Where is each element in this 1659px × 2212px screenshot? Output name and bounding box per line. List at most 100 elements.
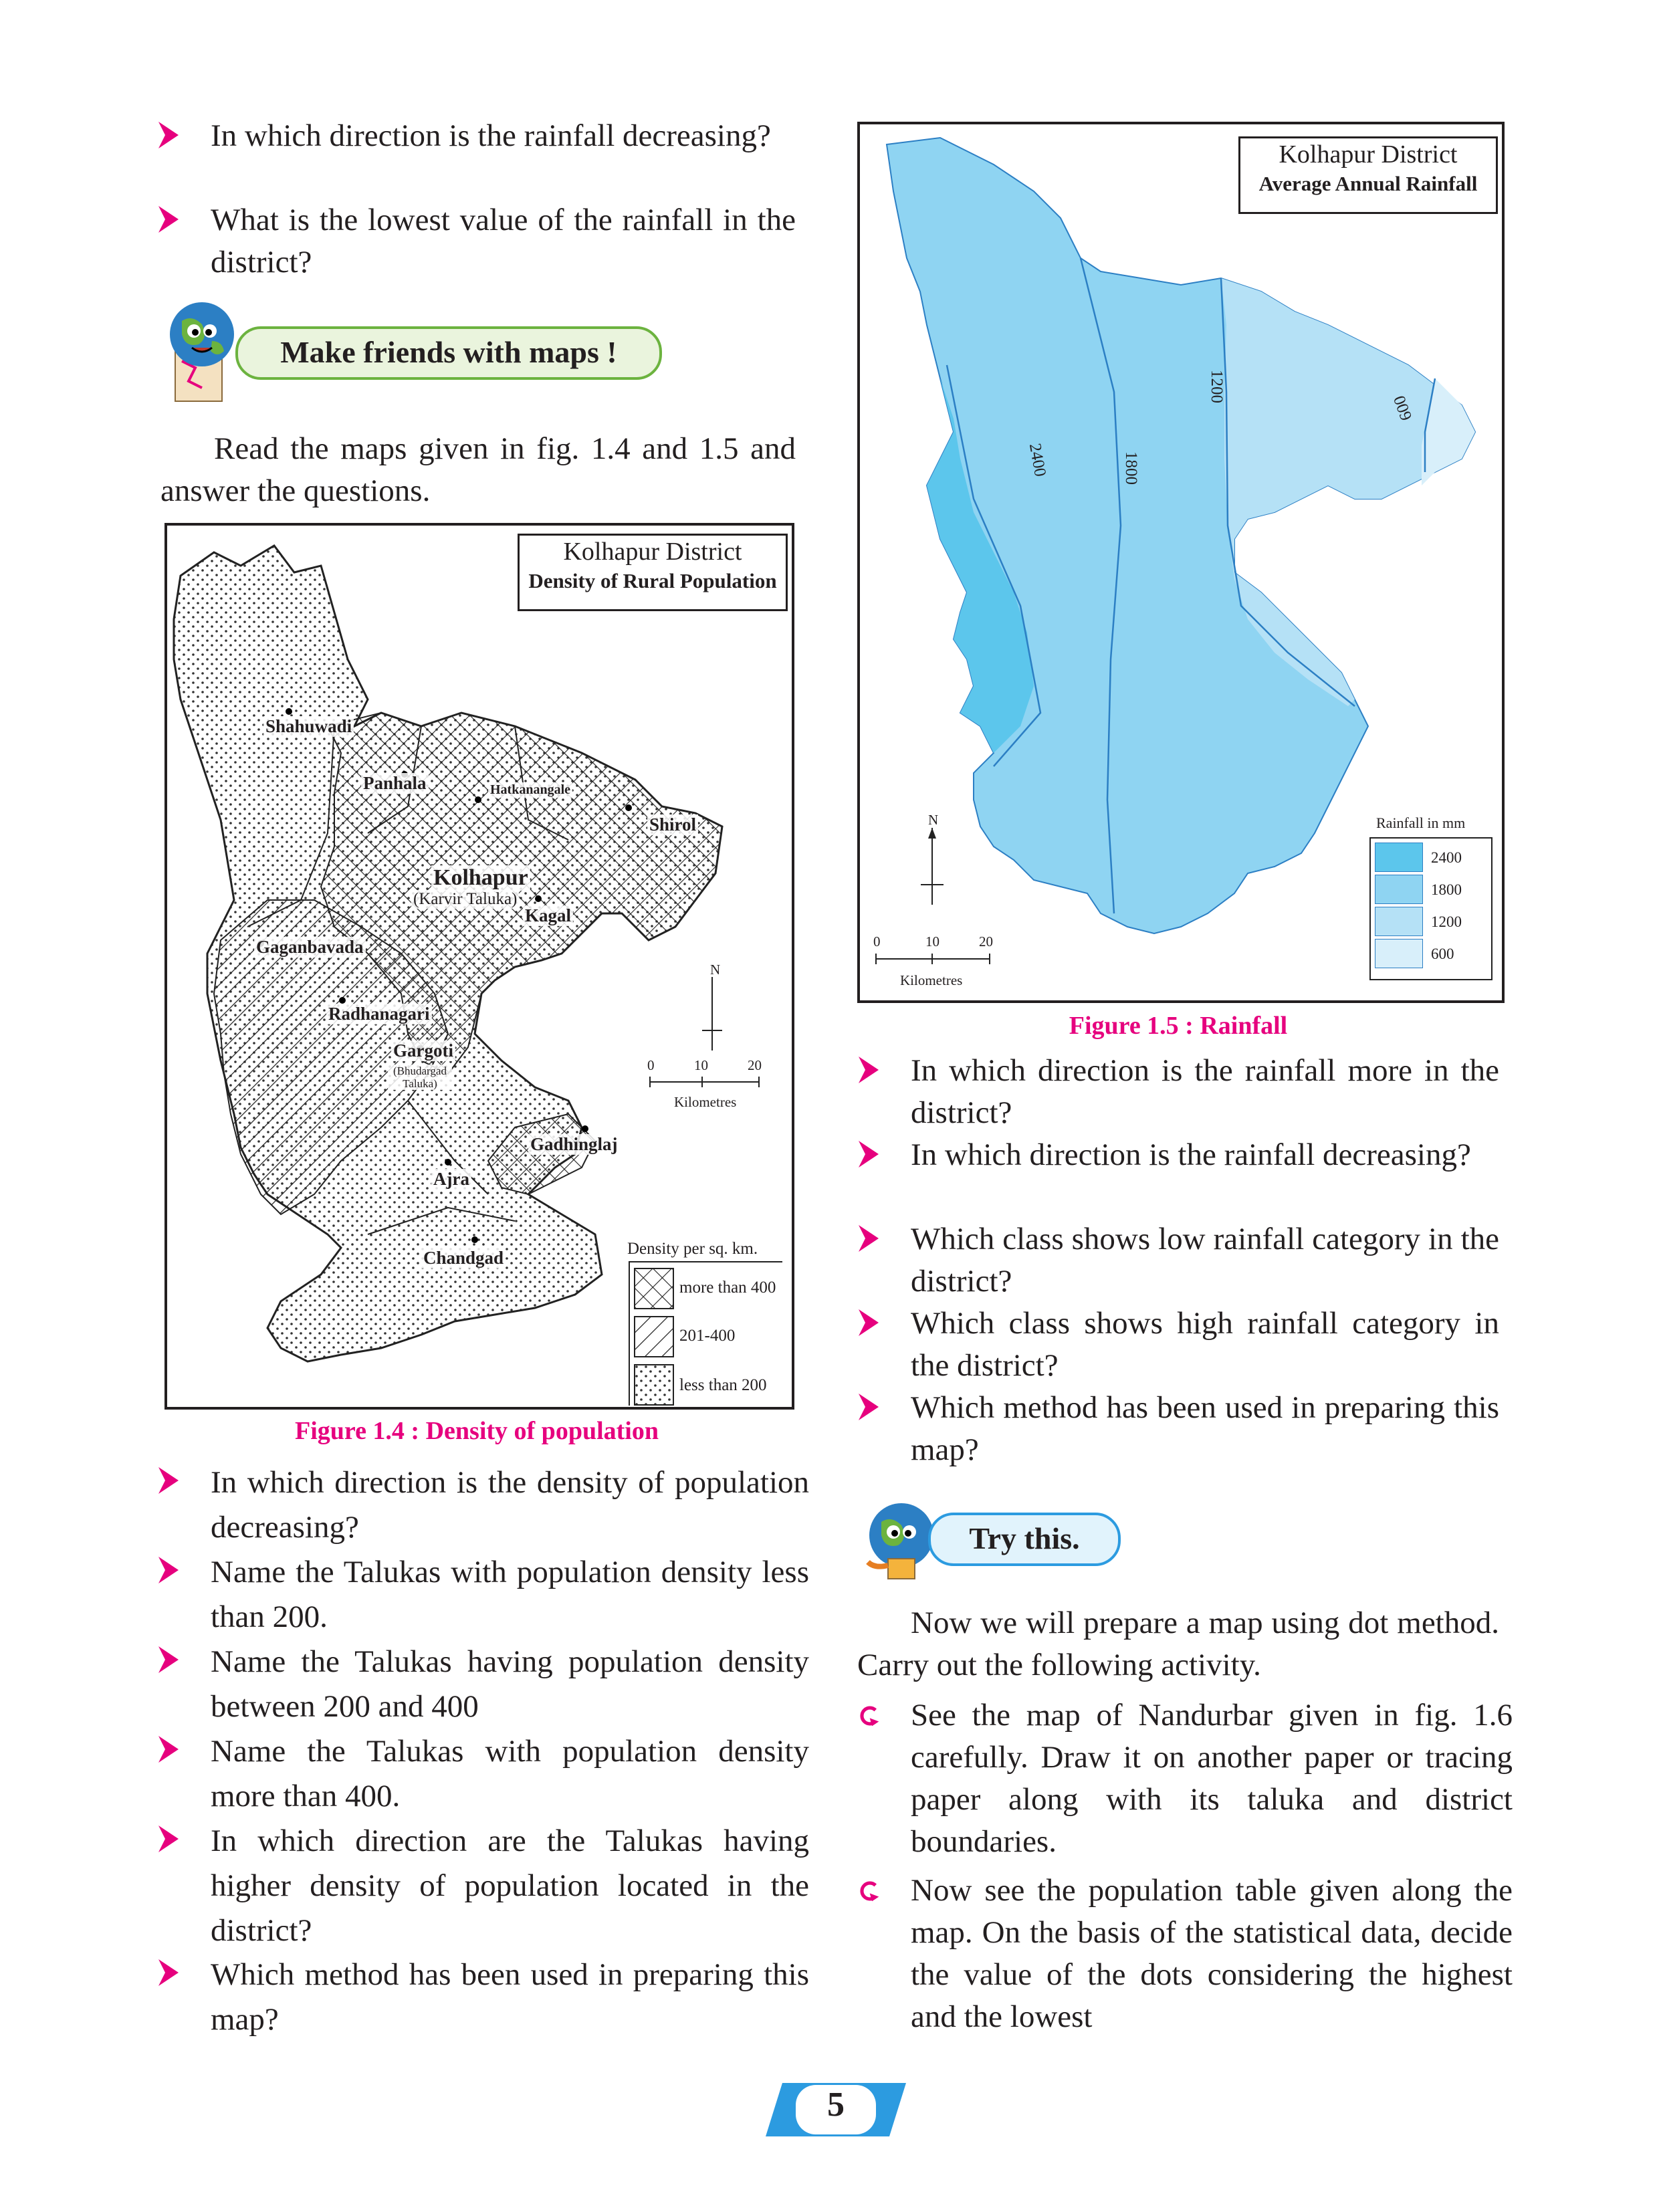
scale-unit: Kilometres bbox=[674, 1094, 737, 1110]
label-gaganbavada: Gaganbavada bbox=[254, 937, 366, 958]
bullet-arrow-icon bbox=[857, 1308, 880, 1337]
label-kolhapur: Kolhapur bbox=[431, 865, 530, 891]
map-title-subject: Density of Rural Population bbox=[528, 569, 777, 592]
rainfall-map: Kolhapur District Average Annual Rainfal… bbox=[857, 122, 1505, 1003]
legend-swatch-1200 bbox=[1375, 907, 1423, 936]
density-question-4: Name the Talukas with population density… bbox=[157, 1729, 809, 1819]
label-kagal: Kagal bbox=[523, 905, 574, 926]
bullet-arrow-icon bbox=[157, 1555, 180, 1585]
figure-1-4-caption: Figure 1.4 : Density of population bbox=[294, 1417, 659, 1445]
isohyet-label-1200: 1200 bbox=[1208, 370, 1226, 403]
density-question-2: Name the Talukas with population density… bbox=[157, 1550, 809, 1640]
rainfall-question-3: Which class shows low rainfall category … bbox=[857, 1218, 1499, 1303]
legend-swatch-2400 bbox=[1375, 843, 1423, 872]
legend-label-1800: 1800 bbox=[1431, 881, 1462, 898]
banner-title: Try this. bbox=[969, 1521, 1080, 1555]
legend-label-mid: 201-400 bbox=[679, 1327, 736, 1345]
legend-title: Density per sq. km. bbox=[627, 1240, 758, 1258]
label-ajra: Ajra bbox=[431, 1169, 471, 1190]
legend-swatch-low bbox=[634, 1364, 674, 1406]
globe-mascot-icon bbox=[866, 1503, 933, 1579]
north-label: N bbox=[710, 962, 721, 978]
legend-label-2400: 2400 bbox=[1431, 849, 1462, 866]
intro-question-1: In which direction is the rainfall decre… bbox=[157, 115, 796, 157]
bullet-arrow-icon bbox=[157, 120, 180, 150]
scale-bar bbox=[875, 954, 990, 964]
density-map-svg bbox=[173, 544, 724, 1363]
north-arrow-icon bbox=[702, 977, 722, 1050]
label-gargoti: Gargoti bbox=[391, 1040, 455, 1061]
bullet-arrow-icon bbox=[157, 205, 180, 234]
scale-tick-0: 0 bbox=[873, 933, 881, 950]
legend-swatch-high bbox=[634, 1268, 674, 1309]
scale-tick-0: 0 bbox=[647, 1057, 655, 1073]
rainfall-map-svg bbox=[885, 136, 1476, 935]
legend-swatch-mid bbox=[634, 1316, 674, 1357]
legend-swatch-1800 bbox=[1375, 875, 1423, 904]
north-label: N bbox=[928, 812, 939, 828]
label-radhanagari: Radhanagari bbox=[326, 1004, 432, 1024]
rainfall-map-title: Kolhapur District Average Annual Rainfal… bbox=[1238, 136, 1498, 214]
bullet-arrow-icon bbox=[157, 1958, 180, 1987]
legend-label-600: 600 bbox=[1431, 946, 1454, 962]
bullet-arrow-icon bbox=[857, 1224, 880, 1253]
page-number: 5 bbox=[827, 2086, 845, 2124]
bullet-arrow-icon bbox=[857, 1392, 880, 1422]
bullet-arrow-icon bbox=[857, 1055, 880, 1085]
label-gadhinglaj: Gadhinglaj bbox=[528, 1134, 620, 1155]
try-this-banner: Try this. bbox=[855, 1495, 1122, 1589]
label-shirol: Shirol bbox=[647, 814, 699, 835]
density-map-title: Kolhapur District Density of Rural Popul… bbox=[518, 534, 788, 611]
label-panhala: Panhala bbox=[361, 773, 429, 794]
label-karvir: (Karvir Taluka) bbox=[411, 890, 520, 909]
bullet-arrow-icon bbox=[157, 1735, 180, 1764]
scale-unit: Kilometres bbox=[900, 972, 963, 988]
scale-tick-10: 10 bbox=[694, 1057, 708, 1073]
rainfall-question-1: In which direction is the rainfall more … bbox=[857, 1050, 1499, 1134]
banner-title: Make friends with maps ! bbox=[280, 335, 617, 369]
label-hatkanangale: Hatkanangale bbox=[488, 782, 573, 798]
globe-mascot-icon bbox=[170, 302, 234, 402]
map-title-district: Kolhapur District bbox=[1279, 140, 1458, 169]
scale-tick-20: 20 bbox=[748, 1057, 762, 1073]
scale-tick-10: 10 bbox=[925, 933, 939, 950]
scale-bar bbox=[649, 1077, 760, 1087]
label-shahuwadi: Shahuwadi bbox=[263, 716, 354, 737]
rainfall-question-5: Which method has been used in preparing … bbox=[857, 1387, 1499, 1471]
intro-question-2: What is the lowest value of the rainfall… bbox=[157, 199, 796, 284]
curved-arrow-icon bbox=[857, 1876, 880, 1906]
legend-label-high: more than 400 bbox=[679, 1279, 776, 1297]
figure-1-5-caption: Figure 1.5 : Rainfall bbox=[1069, 1012, 1288, 1040]
isohyet-label-1800: 1800 bbox=[1122, 451, 1140, 485]
rainfall-question-2: In which direction is the rainfall decre… bbox=[857, 1134, 1499, 1176]
make-friends-banner: Make friends with maps ! bbox=[155, 294, 662, 402]
density-question-5: In which direction are the Talukas havin… bbox=[157, 1819, 809, 1953]
curved-arrow-icon bbox=[857, 1701, 880, 1731]
bullet-arrow-icon bbox=[157, 1824, 180, 1854]
map-title-district: Kolhapur District bbox=[563, 538, 742, 566]
legend-swatch-600 bbox=[1375, 939, 1423, 968]
density-question-3: Name the Talukas having population densi… bbox=[157, 1640, 809, 1729]
legend-box: more than 400 201-400 less than 200 bbox=[629, 1261, 782, 1406]
legend-title: Rainfall in mm bbox=[1376, 814, 1466, 831]
legend-label-low: less than 200 bbox=[679, 1376, 767, 1394]
map-title-subject: Average Annual Rainfall bbox=[1258, 172, 1478, 195]
label-chandgad: Chandgad bbox=[421, 1248, 506, 1268]
north-arrow-icon bbox=[921, 828, 944, 905]
activity-step-2: Now see the population table given along… bbox=[857, 1870, 1513, 2038]
bullet-arrow-icon bbox=[157, 1466, 180, 1495]
scale-tick-20: 20 bbox=[979, 933, 993, 950]
activity-paragraph: Now we will prepare a map using dot meth… bbox=[857, 1606, 1499, 1682]
legend-label-1200: 1200 bbox=[1431, 913, 1462, 930]
banner-pill: Make friends with maps ! bbox=[235, 326, 662, 380]
page-number-badge bbox=[766, 2083, 906, 2136]
rainfall-question-4: Which class shows high rainfall category… bbox=[857, 1303, 1499, 1387]
banner-pill: Try this. bbox=[928, 1513, 1121, 1566]
bullet-arrow-icon bbox=[157, 1645, 180, 1674]
label-bhudargad: (Bhudargad Taluka) bbox=[388, 1065, 452, 1090]
density-question-1: In which direction is the density of pop… bbox=[157, 1460, 809, 1550]
bullet-arrow-icon bbox=[857, 1139, 880, 1169]
density-map: Kolhapur District Density of Rural Popul… bbox=[164, 523, 794, 1410]
activity-step-1: See the map of Nandurbar given in fig. 1… bbox=[857, 1694, 1513, 1863]
density-question-6: Which method has been used in preparing … bbox=[157, 1953, 809, 2042]
